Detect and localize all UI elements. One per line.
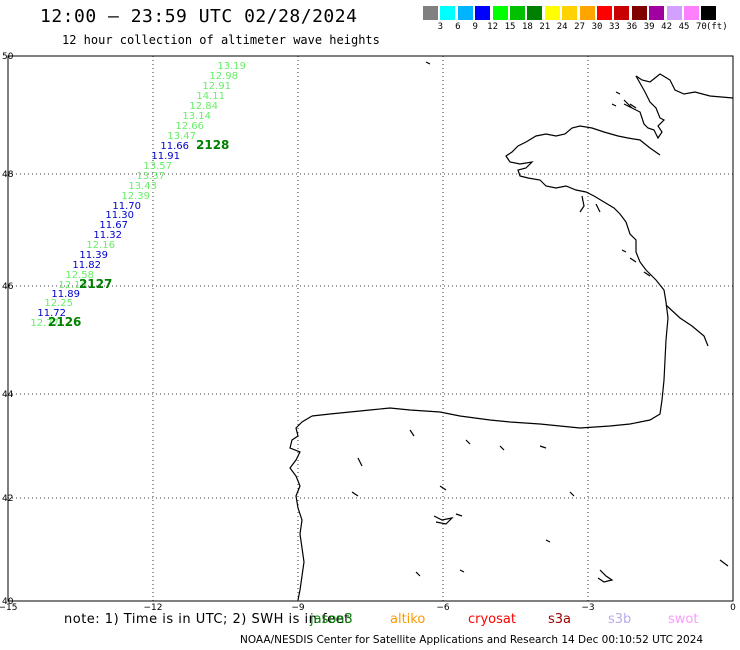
color-swatch	[597, 6, 612, 20]
color-swatch	[701, 6, 717, 20]
swh-value: 12.25	[44, 298, 73, 309]
color-swatch	[631, 6, 647, 20]
swh-value: 13.43	[128, 181, 157, 192]
swh-measurements: 13.1912.9812.9114.1112.8413.1412.6613.47…	[30, 61, 246, 329]
color-swatch	[544, 6, 560, 20]
swh-value: 12.16	[86, 240, 115, 251]
color-swatch	[492, 6, 508, 20]
swh-value: 11.32	[93, 230, 122, 241]
swh-value: 13.19	[217, 61, 246, 72]
color-scale-label: 36	[626, 22, 638, 32]
swh-value: 12.91	[202, 81, 231, 92]
swh-value: 13.57	[143, 161, 172, 172]
color-swatch	[562, 6, 578, 20]
swh-value: 12.16	[58, 280, 87, 291]
swh-value: 11.72	[37, 308, 66, 319]
color-scale-label: 9	[472, 22, 478, 32]
color-swatch	[510, 6, 525, 20]
color-swatch	[423, 6, 438, 20]
swh-value: 12.98	[209, 71, 238, 82]
swh-value: 11.30	[105, 210, 134, 221]
color-scale-unit: (ft)	[705, 22, 728, 32]
swh-value: 11.66	[160, 141, 189, 152]
swh-value: 11.91	[151, 151, 180, 162]
swh-value: 12.77	[30, 318, 59, 329]
satellite-legend-item: swot	[668, 612, 699, 627]
coastline	[289, 61, 734, 601]
color-scale-label: 70	[695, 22, 707, 32]
color-scale-label: 33	[608, 22, 620, 32]
latitude-label: 50	[2, 52, 14, 62]
pass-number: 2126	[48, 315, 81, 329]
swh-value: 11.70	[112, 201, 141, 212]
color-scale-label: 27	[574, 22, 586, 32]
longitude-label: −3	[581, 603, 594, 613]
swh-value: 12.58	[65, 270, 94, 281]
pass-number: 2127	[79, 277, 112, 291]
map-frame	[7, 55, 734, 602]
color-swatch	[649, 6, 665, 20]
color-scale-label: 12	[487, 22, 499, 32]
latitude-label: 48	[2, 170, 14, 180]
color-swatch	[527, 6, 543, 20]
swh-value: 13.37	[136, 171, 165, 182]
longitude-label: −12	[144, 603, 163, 613]
footer-credit: NOAA/NESDIS Center for Satellite Applica…	[240, 634, 704, 646]
color-scale-label: 15	[504, 22, 516, 32]
color-scale-label: 42	[661, 22, 673, 32]
longitude-label: −15	[0, 603, 18, 613]
color-swatch	[475, 6, 491, 20]
color-swatch	[440, 6, 456, 20]
color-scale-label: 30	[591, 22, 603, 32]
swh-value: 14.11	[196, 91, 225, 102]
axis-labels: −15 −12 −9 −6 −3 0 50 48 46 44 42 40	[0, 52, 736, 613]
color-scale-label: 21	[539, 22, 551, 32]
color-scale-label: 39	[643, 22, 655, 32]
satellite-legend-item: cryosat	[468, 612, 516, 627]
swh-value: 11.67	[99, 220, 128, 231]
swh-value: 12.66	[175, 121, 204, 132]
latitude-label: 42	[2, 494, 13, 504]
latitude-label: 40	[2, 597, 14, 607]
swh-value: 11.82	[72, 260, 101, 271]
color-swatch	[684, 6, 699, 20]
swh-value: 11.39	[79, 250, 108, 261]
color-scale-label: 18	[521, 22, 533, 32]
pass-number: 2128	[196, 138, 229, 152]
graticule-grid	[8, 56, 733, 601]
color-scale-label: 6	[455, 22, 461, 32]
color-scale-label: 24	[556, 22, 568, 32]
units-note: note: 1) Time is in UTC; 2) SWH is in fe…	[64, 612, 350, 627]
swh-value: 12.84	[189, 101, 218, 112]
satellite-legend-item: jason3	[310, 612, 353, 627]
satellite-legend-item: s3b	[608, 612, 632, 627]
color-swatch	[579, 6, 595, 20]
swh-value: 11.89	[51, 289, 80, 300]
satellite-legend-item: s3a	[548, 612, 572, 627]
color-swatch	[666, 6, 682, 20]
longitude-label: −6	[436, 603, 450, 613]
color-scale-label: 45	[678, 22, 690, 32]
latitude-label: 46	[2, 282, 14, 292]
longitude-label: 0	[730, 603, 736, 613]
latitude-label: 44	[2, 390, 14, 400]
swh-value: 13.14	[182, 111, 211, 122]
longitude-label: −9	[291, 603, 305, 613]
satellite-legend-item: altiko	[390, 612, 426, 627]
map-subtitle: 12 hour collection of altimeter wave hei…	[62, 33, 380, 47]
swh-value: 12.39	[121, 191, 150, 202]
color-swatch	[457, 6, 473, 20]
color-swatch	[614, 6, 630, 20]
pass-labels: 2128 2127 2126	[48, 138, 229, 329]
map-title: 12:00 – 23:59 UTC 02/28/2024	[40, 6, 358, 27]
swh-value: 13.47	[167, 131, 196, 142]
color-scale-label: 3	[437, 22, 444, 32]
